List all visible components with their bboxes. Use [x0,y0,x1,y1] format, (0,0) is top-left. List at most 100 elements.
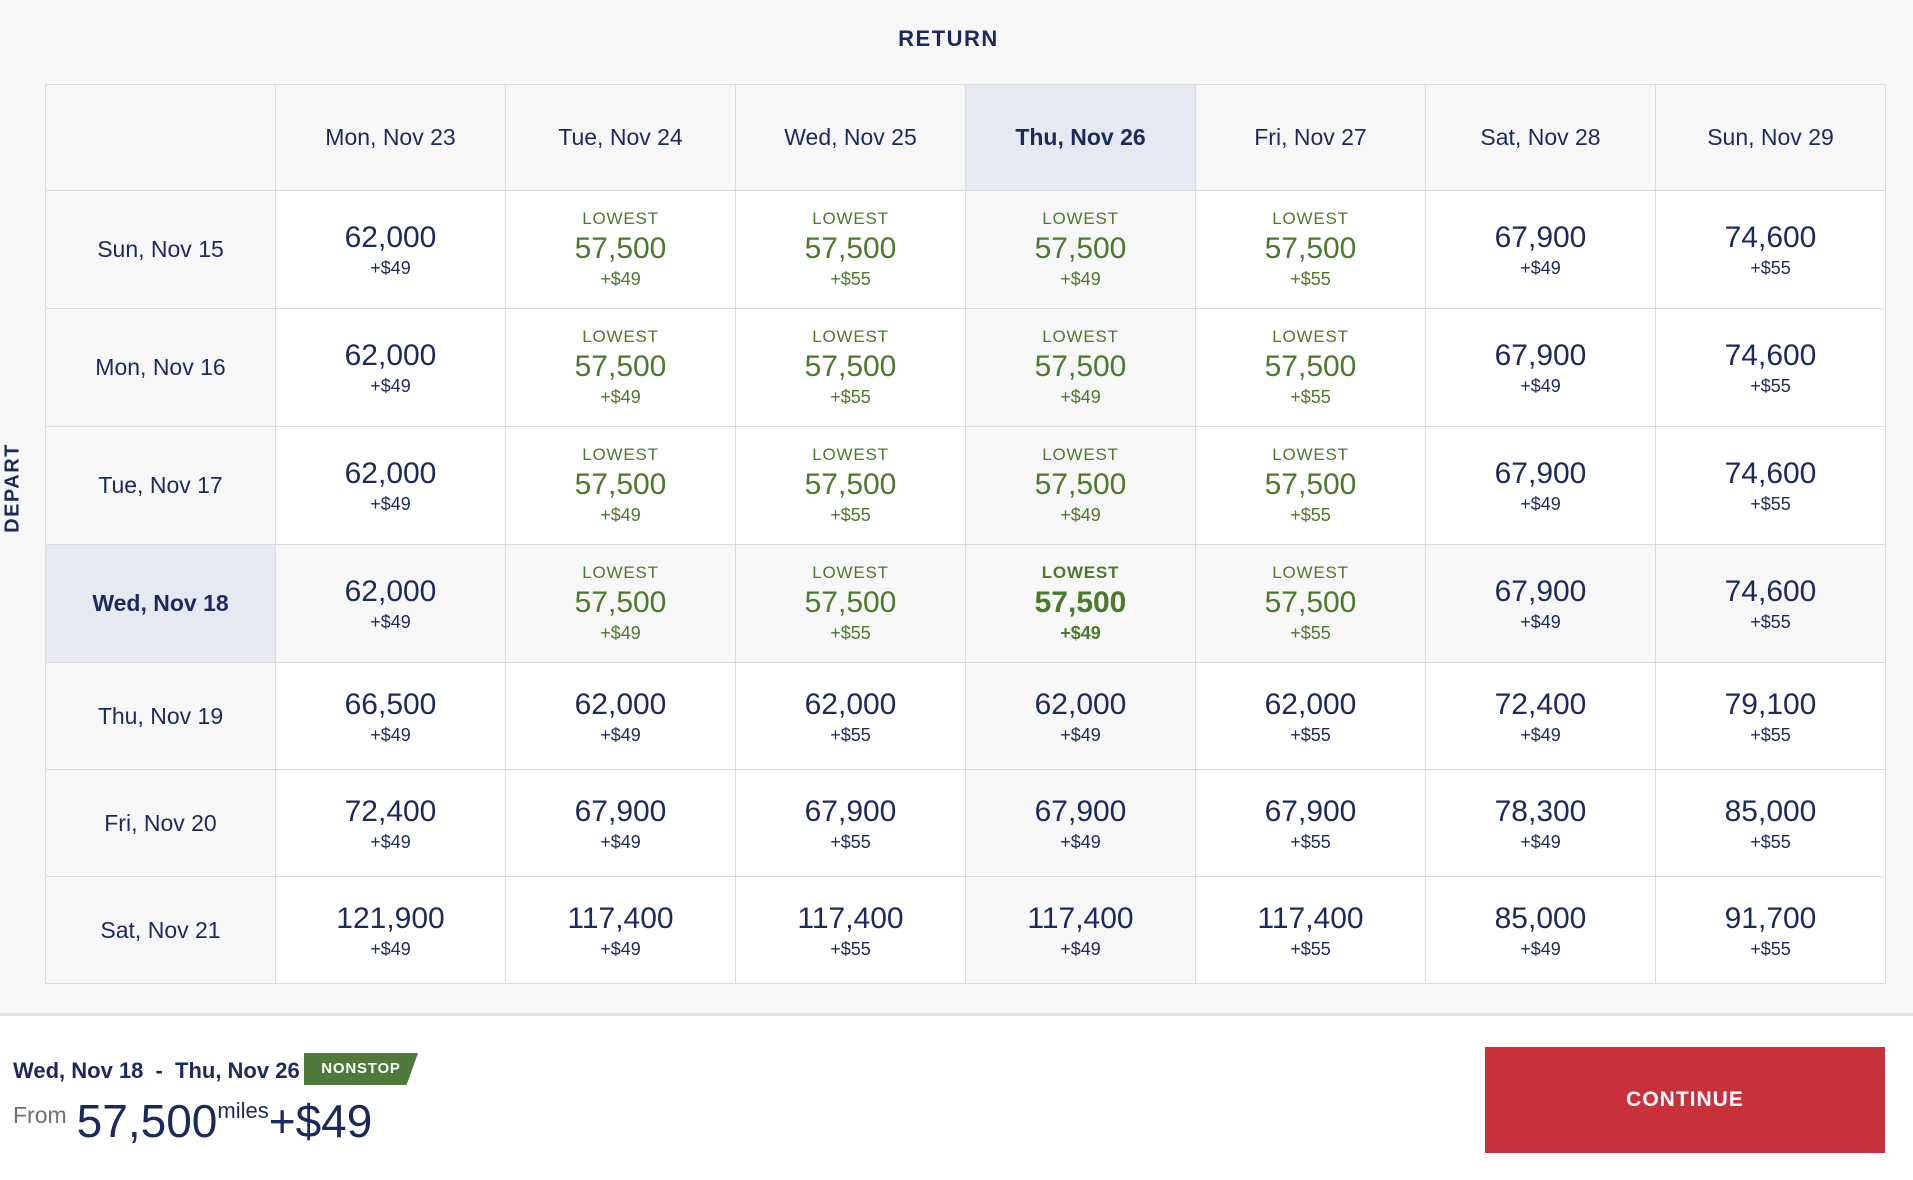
depart-row: Sun, Nov 15 62,000 +$49 LOWEST 57,500 +$49 LOW… [45,190,1886,309]
fare-cell[interactable]: 62,000 +$55 [1195,662,1426,770]
fare-cell[interactable]: LOWEST 57,500 +$55 [735,426,966,545]
fare-cell[interactable]: 85,000 +$55 [1655,769,1886,877]
fare-cell[interactable]: LOWEST 57,500 +$49 [505,308,736,427]
fare-cell[interactable]: 67,900 +$49 [1425,308,1656,427]
return-date-header[interactable]: Sun, Nov 29 [1655,84,1886,191]
fare-miles: 57,500 [1264,586,1357,619]
lowest-tag: LOWEST [582,563,659,582]
fare-cell[interactable]: LOWEST 57,500 +$55 [1195,308,1426,427]
fare-miles: 67,900 [574,794,667,828]
depart-date-header[interactable]: Sat, Nov 21 [45,876,276,984]
fare-cell[interactable]: LOWEST 57,500 +$49 [965,190,1196,309]
fare-miles: 57,500 [1264,350,1357,383]
fare-miles: 57,500 [804,350,897,383]
fare-cell[interactable]: LOWEST 57,500 +$55 [1195,544,1426,663]
fare-cell[interactable]: 62,000 +$49 [275,426,506,545]
fare-fee: +$55 [1290,269,1331,289]
fare-miles: 57,500 [1264,468,1357,501]
fare-cell[interactable]: LOWEST 57,500 +$55 [1195,426,1426,545]
return-date-header[interactable]: Sat, Nov 28 [1425,84,1656,191]
fare-fee: +$49 [370,258,411,278]
lowest-tag: LOWEST [1042,327,1119,346]
depart-date-header[interactable]: Sun, Nov 15 [45,190,276,309]
fare-fee: +$49 [600,269,641,289]
fare-cell[interactable]: 117,400 +$49 [965,876,1196,984]
fare-fee: +$49 [1060,505,1101,525]
fare-cell[interactable]: 62,000 +$49 [965,662,1196,770]
lowest-tag: LOWEST [1041,563,1120,582]
fare-cell[interactable]: LOWEST 57,500 +$49 [965,308,1196,427]
fare-cell[interactable]: LOWEST 57,500 +$55 [735,544,966,663]
fare-cell[interactable]: 67,900 +$49 [1425,426,1656,545]
fare-cell[interactable]: 74,600 +$55 [1655,544,1886,663]
fare-cell[interactable]: LOWEST 57,500 +$55 [735,308,966,427]
return-date-header[interactable]: Wed, Nov 25 [735,84,966,191]
lowest-tag: LOWEST [1272,445,1349,464]
return-date-header[interactable]: Fri, Nov 27 [1195,84,1426,191]
fare-fee: +$55 [1290,387,1331,407]
miles-unit: miles [217,1098,269,1123]
fare-cell[interactable]: 67,900 +$55 [1195,769,1426,877]
fare-cell[interactable]: 78,300 +$49 [1425,769,1656,877]
depart-date-header[interactable]: Fri, Nov 20 [45,769,276,877]
fare-cell[interactable]: 91,700 +$55 [1655,876,1886,984]
fare-cell[interactable]: LOWEST 57,500 +$49 [505,426,736,545]
fare-cell[interactable]: 67,900 +$49 [965,769,1196,877]
fare-cell[interactable]: LOWEST 57,500 +$49 [965,426,1196,545]
fare-cell[interactable]: 117,400 +$49 [505,876,736,984]
fare-cell[interactable]: 121,900 +$49 [275,876,506,984]
fare-cell[interactable]: LOWEST 57,500 +$55 [1195,190,1426,309]
fare-cell[interactable]: 74,600 +$55 [1655,308,1886,427]
fare-fee: +$49 [600,505,641,525]
fare-cell[interactable]: 117,400 +$55 [1195,876,1426,984]
return-date-header[interactable]: Tue, Nov 24 [505,84,736,191]
fare-miles: 74,600 [1724,575,1817,608]
fare-fee: +$49 [370,376,411,396]
fare-cell[interactable]: 67,900 +$49 [505,769,736,877]
fare-miles: 78,300 [1494,794,1587,828]
fare-miles: 57,500 [1034,586,1127,619]
fare-cell[interactable]: 62,000 +$49 [275,544,506,663]
fare-miles: 57,500 [1264,232,1357,265]
fare-miles: 62,000 [344,457,437,490]
fare-cell[interactable]: 66,500 +$49 [275,662,506,770]
fare-cell[interactable]: 72,400 +$49 [275,769,506,877]
fare-cell[interactable]: 67,900 +$49 [1425,190,1656,309]
fare-cell[interactable]: 62,000 +$49 [505,662,736,770]
fare-cell[interactable]: 62,000 +$49 [275,308,506,427]
fare-cell[interactable]: 62,000 +$55 [735,662,966,770]
fare-cell[interactable]: 117,400 +$55 [735,876,966,984]
fare-cell[interactable]: 67,900 +$55 [735,769,966,877]
depart-date-header[interactable]: Wed, Nov 18 [45,544,276,663]
fare-fee: +$55 [1290,724,1331,745]
fare-cell[interactable]: 79,100 +$55 [1655,662,1886,770]
return-date-header[interactable]: Thu, Nov 26 [965,84,1196,191]
depart-date-header[interactable]: Tue, Nov 17 [45,426,276,545]
return-dates-header-row: Mon, Nov 23 Tue, Nov 24 Wed, Nov 25 Thu, No… [45,84,1886,191]
depart-row: Sat, Nov 21 121,900 +$49 117,400 +$49 117,400… [45,876,1886,984]
fare-cell[interactable]: 74,600 +$55 [1655,190,1886,309]
grid-corner [45,84,276,191]
lowest-tag: LOWEST [812,563,889,582]
return-date-header[interactable]: Mon, Nov 23 [275,84,506,191]
fare-fee: +$49 [600,831,641,852]
fare-cell[interactable]: 62,000 +$49 [275,190,506,309]
fare-cell[interactable]: 72,400 +$49 [1425,662,1656,770]
fare-miles: 85,000 [1724,794,1817,828]
fare-cell[interactable]: 74,600 +$55 [1655,426,1886,545]
fare-cell[interactable]: LOWEST 57,500 +$49 [965,544,1196,663]
depart-date-header[interactable]: Thu, Nov 19 [45,662,276,770]
fare-cell[interactable]: LOWEST 57,500 +$49 [505,544,736,663]
fare-miles: 117,400 [797,901,904,935]
lowest-tag: LOWEST [1272,327,1349,346]
depart-date-header[interactable]: Mon, Nov 16 [45,308,276,427]
fare-fee: +$49 [1520,258,1561,278]
fare-cell[interactable]: LOWEST 57,500 +$49 [505,190,736,309]
fare-fee: +$49 [600,938,641,959]
fare-cell[interactable]: LOWEST 57,500 +$55 [735,190,966,309]
continue-button[interactable]: CONTINUE [1485,1047,1885,1153]
fare-miles: 74,600 [1724,339,1817,372]
fare-cell[interactable]: 67,900 +$49 [1425,544,1656,663]
fare-cell[interactable]: 85,000 +$49 [1425,876,1656,984]
lowest-tag: LOWEST [812,209,889,228]
